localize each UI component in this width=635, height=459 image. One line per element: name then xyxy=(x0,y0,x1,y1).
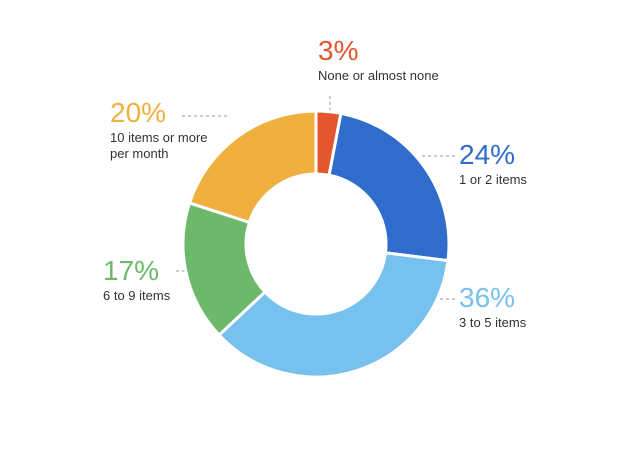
percent-label: 20% xyxy=(110,97,167,128)
category-label: 6 to 9 items xyxy=(103,288,171,303)
category-label: 1 or 2 items xyxy=(459,172,527,187)
slice-label: 3% None or almost none xyxy=(318,36,458,84)
slice-label: 17% 6 to 9 items xyxy=(103,256,223,304)
donut-slice xyxy=(327,111,451,263)
donut-slice xyxy=(216,251,450,379)
percent-label: 24% xyxy=(459,139,516,170)
slice-label: 36% 3 to 5 items xyxy=(459,283,579,331)
percent-label: 36% xyxy=(459,282,516,313)
percent-label: 17% xyxy=(103,255,160,286)
slice-label: 20% 10 items or more per month xyxy=(110,98,225,162)
category-label: None or almost none xyxy=(318,68,439,83)
slice-label: 24% 1 or 2 items xyxy=(459,140,579,188)
percent-label: 3% xyxy=(318,35,359,66)
category-label: 10 items or more per month xyxy=(110,130,208,161)
category-label: 3 to 5 items xyxy=(459,315,527,330)
donut-slice xyxy=(187,109,318,225)
